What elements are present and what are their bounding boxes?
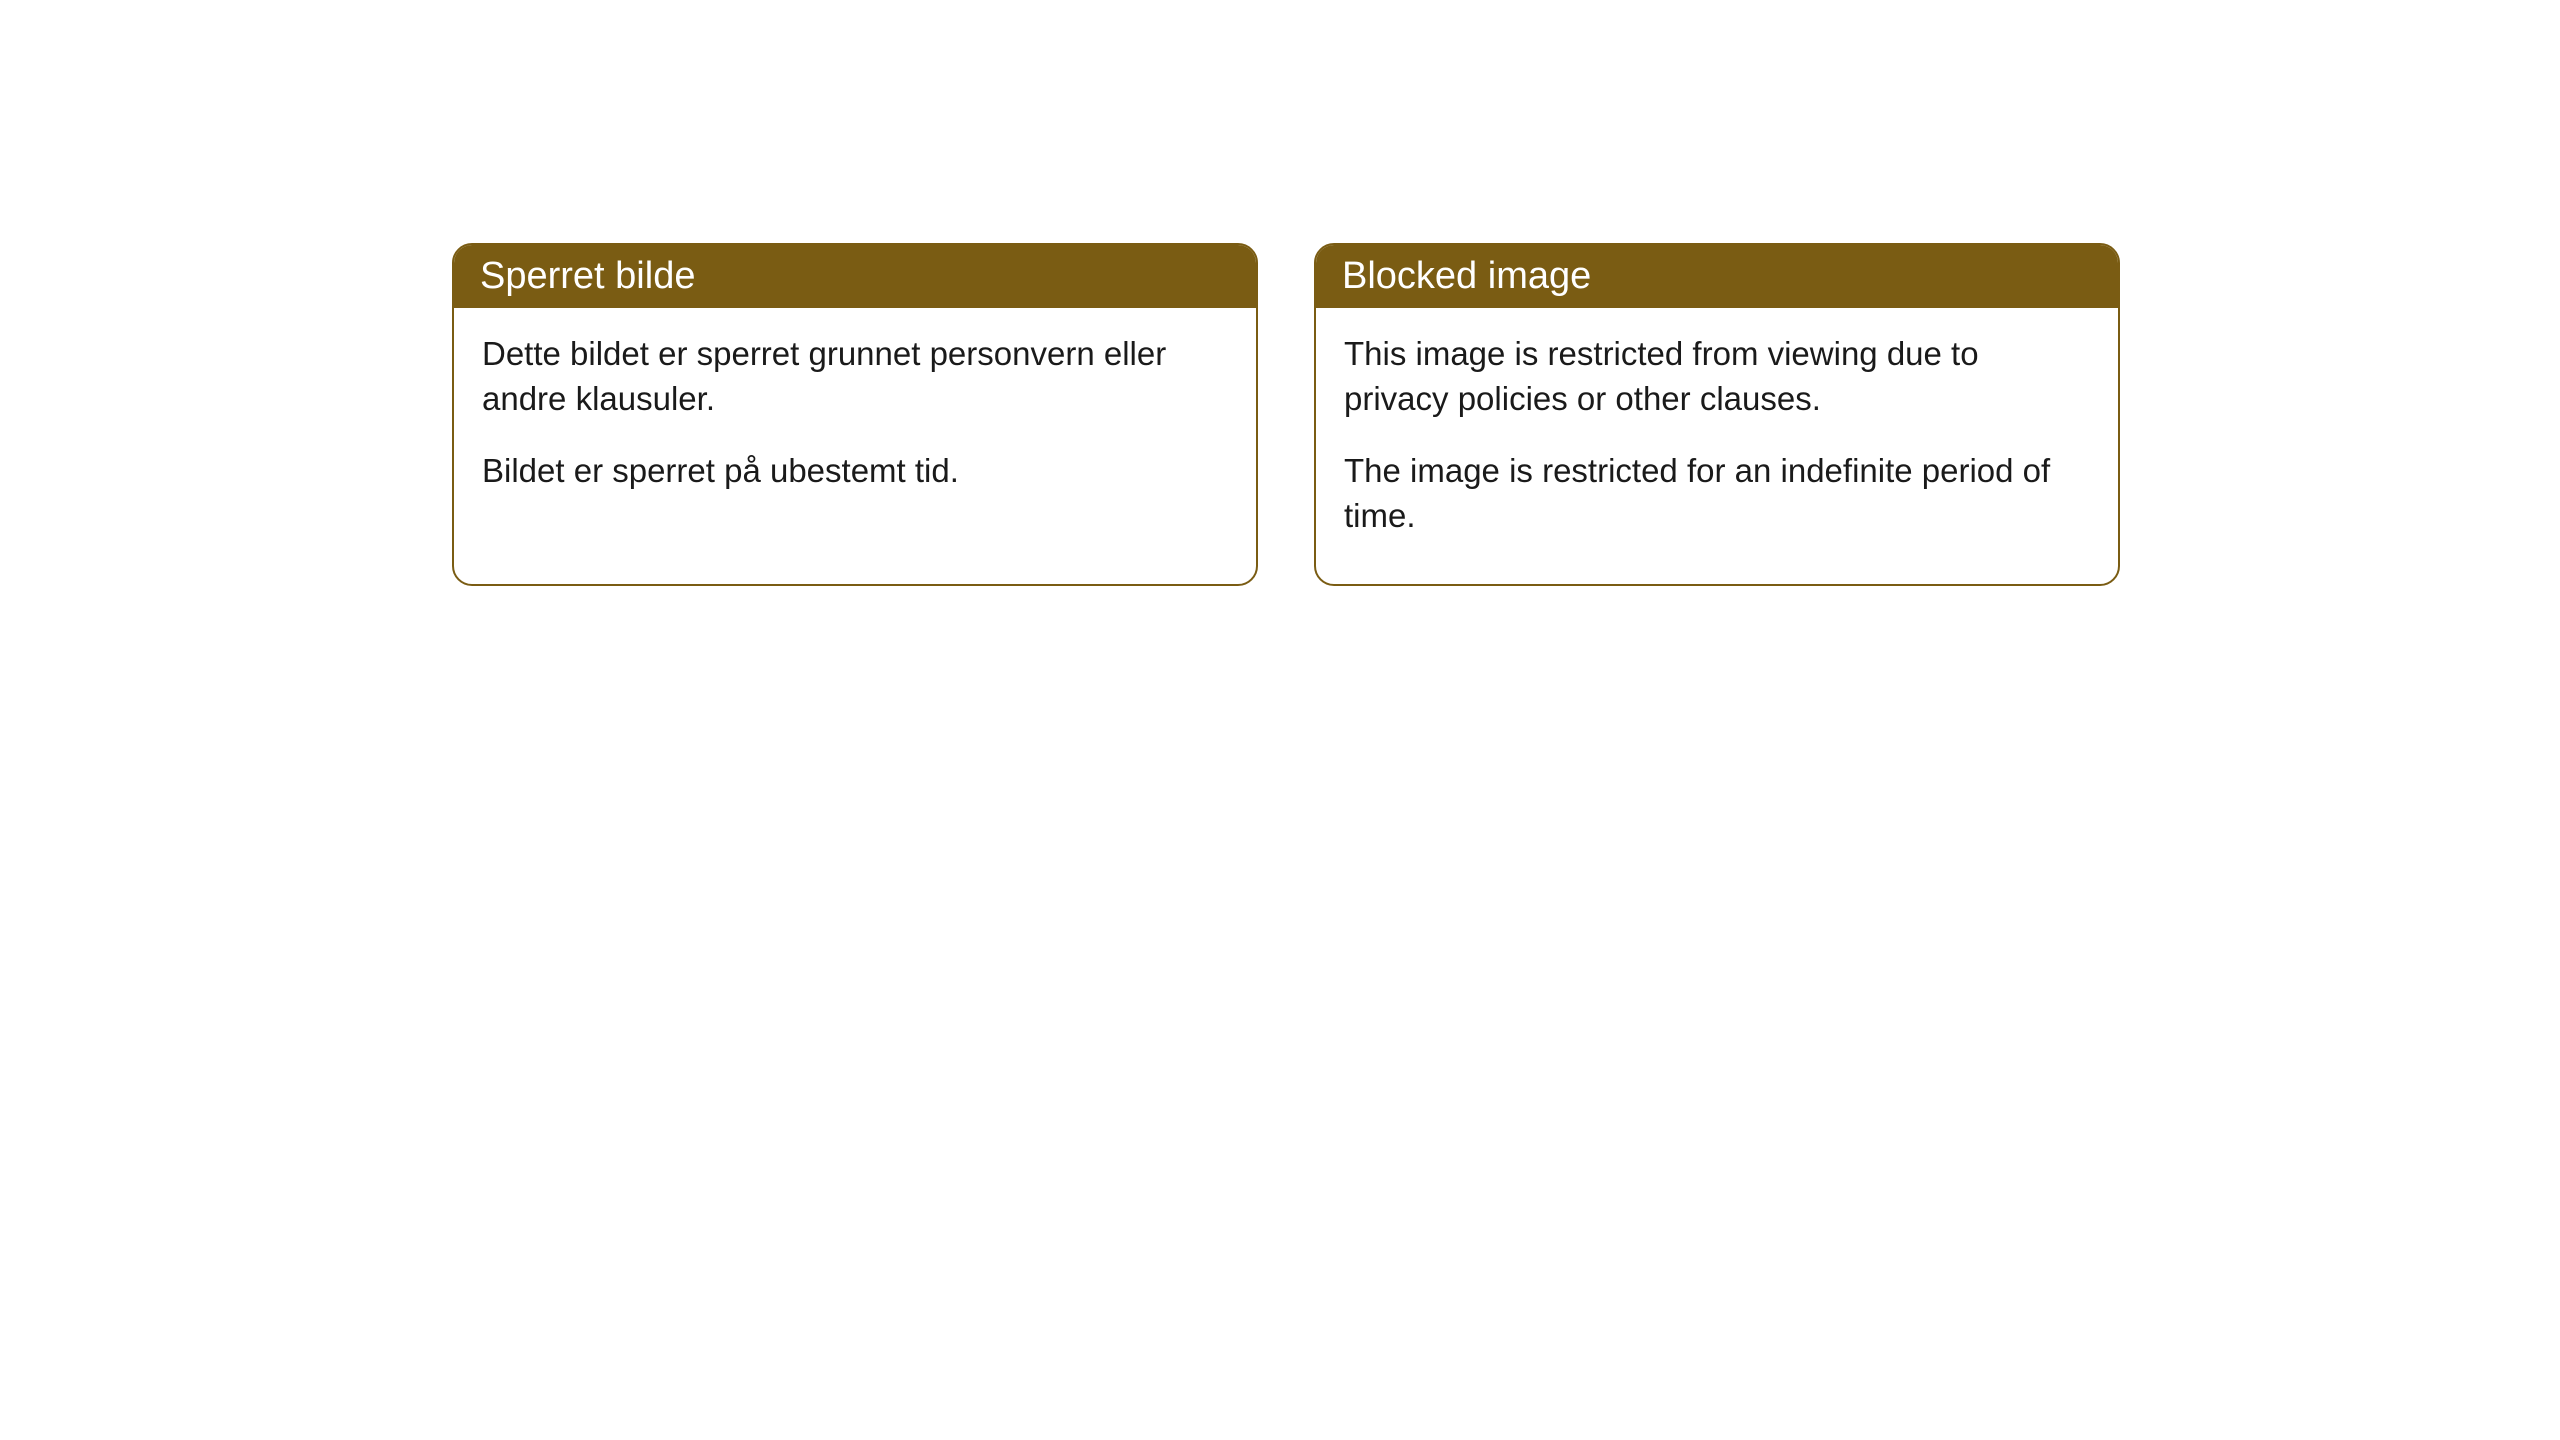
card-title: Blocked image [1342, 255, 1591, 297]
card-paragraph: This image is restricted from viewing du… [1344, 332, 2090, 421]
card-header-norwegian: Sperret bilde [454, 245, 1256, 308]
card-english: Blocked image This image is restricted f… [1314, 243, 2120, 586]
cards-container: Sperret bilde Dette bildet er sperret gr… [0, 0, 2560, 586]
card-body-norwegian: Dette bildet er sperret grunnet personve… [454, 308, 1256, 540]
card-norwegian: Sperret bilde Dette bildet er sperret gr… [452, 243, 1258, 586]
card-body-english: This image is restricted from viewing du… [1316, 308, 2118, 584]
card-paragraph: Dette bildet er sperret grunnet personve… [482, 332, 1228, 421]
card-paragraph: Bildet er sperret på ubestemt tid. [482, 449, 1228, 494]
card-title: Sperret bilde [480, 255, 695, 297]
card-header-english: Blocked image [1316, 245, 2118, 308]
card-paragraph: The image is restricted for an indefinit… [1344, 449, 2090, 538]
